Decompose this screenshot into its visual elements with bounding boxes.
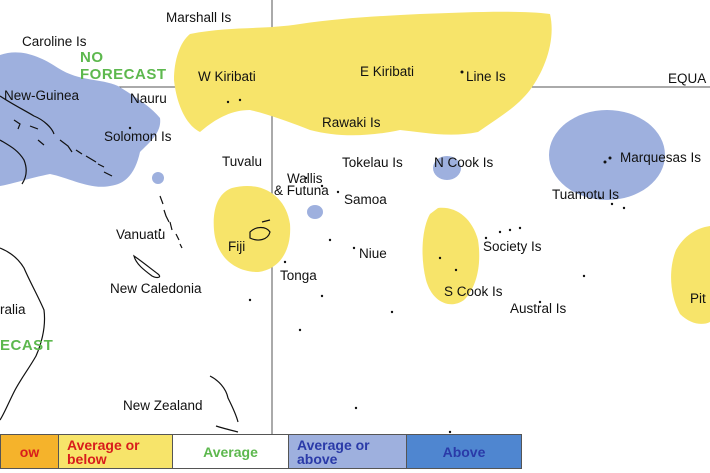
average-or-above-region-n-cook bbox=[433, 156, 461, 180]
label-nauru: Nauru bbox=[130, 91, 167, 106]
average-or-below-region-kiribati bbox=[174, 11, 552, 136]
legend-item-above: Above bbox=[407, 435, 521, 468]
label-samoa: Samoa bbox=[344, 192, 387, 207]
legend-label-line-1: Average or bbox=[67, 436, 140, 453]
label-austral-islands: Austral Is bbox=[510, 301, 567, 316]
label-niue: Niue bbox=[359, 246, 387, 261]
fiji-islands bbox=[249, 219, 271, 241]
label-australia: ralia bbox=[0, 302, 26, 317]
label-caroline-islands: Caroline Is bbox=[22, 34, 87, 49]
vanuatu-islands bbox=[159, 195, 183, 249]
solomon-islands bbox=[13, 119, 113, 177]
no-forecast-label-australia: ECAST bbox=[0, 337, 54, 354]
label-n-cook-islands: N Cook Is bbox=[434, 155, 494, 170]
label-marshall-islands: Marshall Is bbox=[166, 10, 232, 25]
label-rawaki-islands: Rawaki Is bbox=[322, 115, 381, 130]
label-wallis: Wallis bbox=[287, 171, 323, 186]
label-new-caledonia: New Caledonia bbox=[110, 281, 202, 296]
label-new-guinea: New-Guinea bbox=[4, 88, 80, 103]
label-vanuatu: Vanuatu bbox=[116, 227, 166, 242]
label-solomon-islands: Solomon Is bbox=[104, 129, 172, 144]
label-tuamotu-islands: Tuamotu Is bbox=[552, 187, 620, 202]
label-s-cook-islands: S Cook Is bbox=[444, 284, 503, 299]
legend: ow Average or below Average Average or a… bbox=[0, 434, 522, 469]
label-equator: EQUA bbox=[668, 71, 707, 86]
average-or-below-region-fiji bbox=[213, 185, 291, 272]
label-w-kiribati: W Kiribati bbox=[198, 69, 256, 84]
legend-item-average: Average bbox=[173, 435, 289, 468]
label-fiji: Fiji bbox=[228, 239, 246, 254]
label-new-zealand: New Zealand bbox=[123, 398, 203, 413]
legend-label-line-2: above bbox=[297, 450, 338, 467]
legend-item-average-or-above: Average or above bbox=[289, 435, 407, 468]
new-caledonia-island bbox=[133, 254, 161, 279]
legend-label: ow bbox=[19, 443, 40, 460]
average-or-below-region-pitcairn bbox=[671, 226, 710, 324]
average-or-below-region-s-cook bbox=[422, 207, 480, 305]
label-pitcairn: Pit bbox=[690, 291, 706, 306]
label-tonga: Tonga bbox=[280, 268, 317, 283]
label-tokelau-islands: Tokelau Is bbox=[342, 155, 403, 170]
new-zealand-north bbox=[209, 375, 239, 423]
label-line-islands: Line Is bbox=[466, 69, 506, 84]
average-or-above-region-marquesas bbox=[549, 110, 665, 200]
average-or-above-region-small bbox=[152, 172, 164, 184]
island-dots bbox=[128, 70, 626, 434]
average-or-above-region-wallis bbox=[307, 205, 323, 219]
legend-label: Average bbox=[203, 443, 258, 460]
no-forecast-label-line-2: FORECAST bbox=[80, 66, 167, 83]
legend-item-average-or-below: Average or below bbox=[59, 435, 173, 468]
new-guinea-coast bbox=[0, 95, 55, 135]
new-guinea-south-coast bbox=[0, 139, 27, 185]
no-forecast-label-line-1: NO bbox=[80, 49, 104, 66]
legend-label-line-1: Average or bbox=[297, 436, 370, 453]
land-outlines bbox=[0, 95, 271, 433]
legend-item-below: ow bbox=[1, 435, 59, 468]
average-or-above-region-west bbox=[0, 52, 161, 187]
australia-coast bbox=[0, 247, 46, 421]
legend-label-line-2: below bbox=[67, 450, 107, 467]
legend-label: Above bbox=[442, 443, 486, 460]
new-zealand-south bbox=[215, 425, 239, 433]
label-e-kiribati: E Kiribati bbox=[360, 64, 415, 79]
label-tuvalu: Tuvalu bbox=[222, 154, 263, 169]
label-futuna: & Futuna bbox=[274, 183, 329, 198]
label-society-islands: Society Is bbox=[483, 239, 542, 254]
label-marquesas-islands: Marquesas Is bbox=[620, 150, 702, 165]
